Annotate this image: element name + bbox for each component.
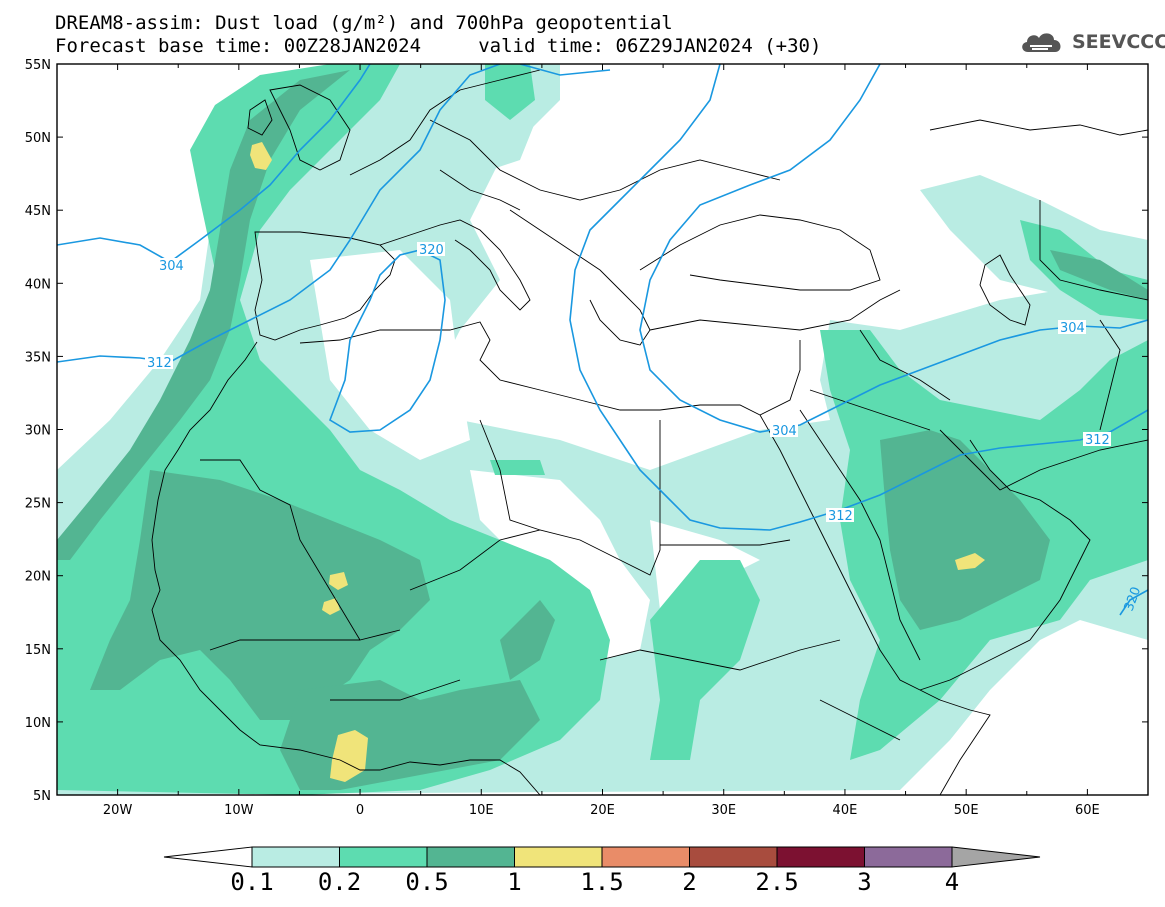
colorbar-level-label: 1 [507, 868, 522, 896]
colorbar-level-label: 2 [682, 868, 697, 896]
lat-tick-label: 20N [25, 570, 51, 585]
lon-tick-label: 0 [356, 803, 364, 818]
lat-tick-label: 15N [25, 643, 51, 658]
contour-label: 320 [419, 243, 444, 258]
colorbar-swatch [864, 846, 953, 868]
lat-tick-label: 10N [25, 716, 51, 731]
colorbar-level-label: 0.1 [230, 868, 274, 896]
contour-label: 304 [772, 424, 797, 439]
colorbar-swatch [776, 846, 865, 868]
contour-label: 304 [1060, 321, 1085, 336]
lat-tick-label: 35N [25, 350, 51, 365]
lon-tick-label: 60E [1075, 803, 1100, 818]
colorbar-level-label: 3 [857, 868, 872, 896]
coastlines [151, 69, 1148, 795]
forecast-times: Forecast base time: 00Z28JAN2024 valid t… [55, 35, 822, 57]
colorbar-swatch [251, 846, 340, 868]
lon-tick-label: 40E [833, 803, 858, 818]
colorbar-swatch [601, 846, 690, 868]
colorbar-swatch [339, 846, 428, 868]
map-title: DREAM8-assim: Dust load (g/m²) and 700hP… [55, 12, 673, 34]
lat-tick-label: 5N [33, 789, 51, 804]
lat-tick-label: 25N [25, 497, 51, 512]
lat-tick-label: 45N [25, 204, 51, 219]
lon-tick-label: 10W [224, 803, 254, 818]
logo-text: SEEVCCC [1072, 31, 1165, 53]
contour-label: 312 [1085, 433, 1110, 448]
contour-label: 312 [828, 509, 853, 524]
lon-tick-label: 20E [590, 803, 615, 818]
colorbar [163, 846, 1041, 868]
lon-tick-label: 10E [469, 803, 494, 818]
colorbar-min-arrow [163, 846, 253, 868]
lat-tick-label: 50N [25, 131, 51, 146]
colorbar-level-label: 2.5 [755, 868, 799, 896]
lat-tick-label: 30N [25, 424, 51, 439]
colorbar-swatch [426, 846, 515, 868]
lon-tick-label: 20W [103, 803, 133, 818]
latitude-axis: 55N 50N 45N 40N 35N 30N 25N 20N 15N 10N 5N [25, 58, 1148, 804]
contour-label: 304 [159, 259, 184, 274]
contour-label: 312 [147, 356, 172, 371]
lat-tick-label: 55N [25, 58, 51, 73]
seevccc-logo: SEEVCCC [1018, 26, 1165, 58]
colorbar-max-arrow [951, 846, 1041, 868]
lon-tick-label: 30E [711, 803, 736, 818]
colorbar-swatch [689, 846, 778, 868]
lon-tick-label: 50E [954, 803, 979, 818]
lat-tick-label: 40N [25, 277, 51, 292]
colorbar-level-label: 1.5 [580, 868, 624, 896]
colorbar-level-label: 4 [944, 868, 960, 896]
longitude-axis: 20W 10W 0 10E 20E 30E 40E 50E 60E [56, 64, 1149, 818]
colorbar-level-label: 0.5 [405, 868, 449, 896]
cloud-icon [1022, 33, 1061, 52]
colorbar-swatch [514, 846, 603, 868]
colorbar-level-label: 0.2 [317, 868, 362, 896]
